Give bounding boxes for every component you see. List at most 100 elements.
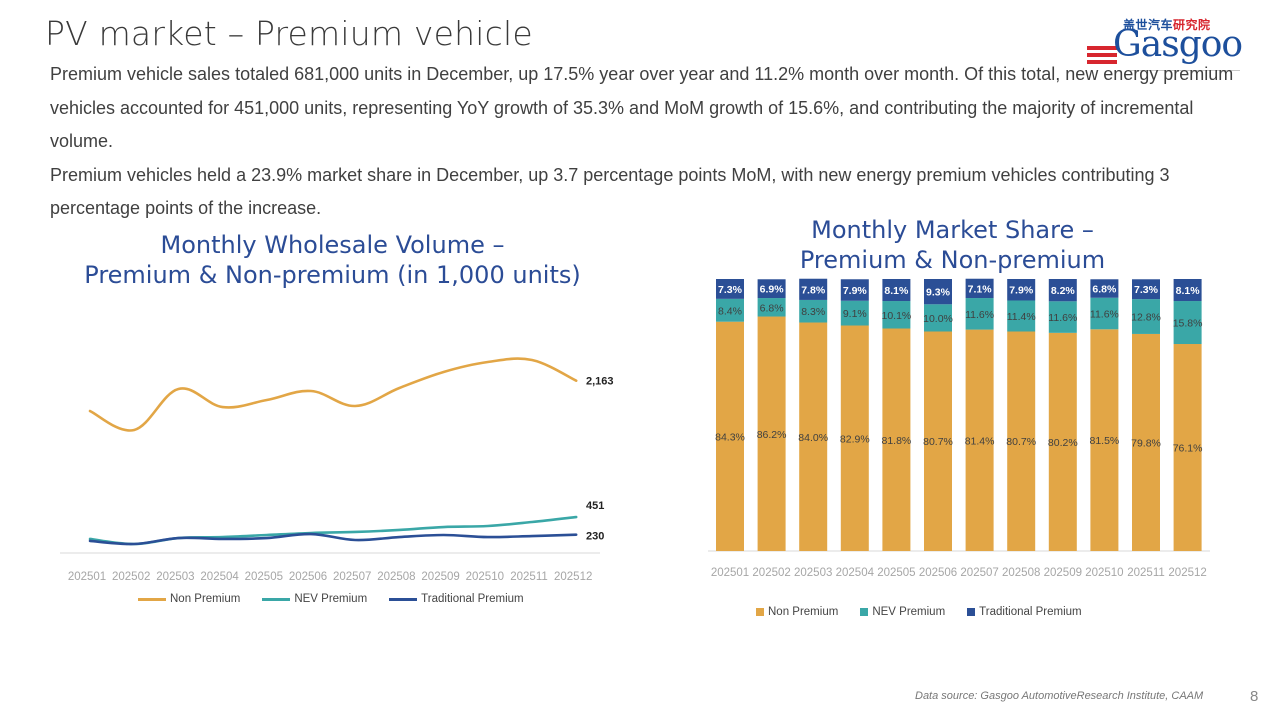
legend-item-traditional-premium: Traditional Premium — [967, 606, 1082, 618]
page-number: 8 — [1250, 688, 1259, 705]
bar-segment-nev-premium — [1007, 300, 1036, 332]
x-tick-label: 202506 — [289, 571, 327, 583]
end-data-label: 2,163 — [586, 376, 614, 388]
bar-segment-nev-premium — [1048, 301, 1077, 333]
bar-data-label: 82.9% — [840, 433, 870, 445]
bar-segment-nev-premium — [716, 298, 744, 322]
bar-segment-nev-premium — [882, 301, 911, 329]
bar-segment-non-premium — [1048, 332, 1077, 551]
header-divider — [1130, 70, 1240, 71]
x-tick-label: 202505 — [877, 567, 915, 579]
x-tick-label: 202509 — [421, 571, 459, 583]
end-data-label: 230 — [586, 531, 604, 543]
bar-segment-non-premium — [1132, 333, 1160, 551]
line-chart-title-line1: Monthly Wholesale Volume – — [160, 231, 505, 259]
logo-chinese-text: 盖世汽车研究院 — [1123, 16, 1211, 33]
x-tick-label: 202511 — [1127, 567, 1165, 579]
legend-label: NEV Premium — [294, 593, 368, 605]
bar-data-label: 11.6% — [1048, 312, 1077, 324]
bar-data-label: 12.8% — [1131, 312, 1161, 324]
logo-letter: G — [1113, 24, 1142, 65]
x-tick-label: 202511 — [510, 571, 548, 583]
bar-data-label: 79.8% — [1131, 437, 1161, 449]
x-tick-label: 202503 — [156, 571, 194, 583]
bar-data-label: 76.1% — [1173, 443, 1203, 455]
x-tick-label: 202502 — [752, 567, 790, 579]
legend-item-non-premium: Non Premium — [756, 606, 838, 618]
bar-data-label: 9.1% — [843, 308, 867, 320]
bar-data-label: 6.9% — [760, 284, 785, 296]
logo-stripes-icon — [1087, 46, 1117, 67]
bar-data-label: 81.8% — [882, 435, 912, 447]
bar-data-label: 7.1% — [968, 283, 993, 295]
bar-segment-traditional-premium — [716, 279, 744, 299]
bar-segment-non-premium — [799, 322, 828, 551]
legend-item-traditional-premium: Traditional Premium — [389, 593, 524, 605]
bar-segment-nev-premium — [1132, 299, 1160, 334]
bar-segment-traditional-premium — [1048, 279, 1077, 302]
x-tick-label: 202512 — [554, 571, 592, 583]
x-tick-label: 202507 — [333, 571, 371, 583]
bar-segment-traditional-premium — [840, 279, 869, 301]
bar-segment-traditional-premium — [799, 278, 828, 300]
bar-data-label: 6.8% — [760, 302, 784, 314]
line-chart-legend: Non Premium NEV Premium Traditional Prem… — [138, 593, 524, 605]
bar-data-label: 84.0% — [798, 432, 828, 444]
x-tick-label: 202507 — [960, 567, 998, 579]
x-tick-label: 202508 — [1002, 567, 1040, 579]
bar-segment-traditional-premium — [1173, 279, 1202, 302]
bar-segment-nev-premium — [799, 299, 828, 323]
bar-segment-traditional-premium — [1007, 279, 1036, 301]
bar-segment-nev-premium — [924, 304, 952, 332]
x-tick-label: 202501 — [68, 571, 106, 583]
bar-data-label: 7.3% — [718, 284, 743, 296]
bar-data-label: 81.5% — [1090, 435, 1120, 447]
bar-segment-traditional-premium — [1090, 279, 1119, 298]
x-tick-label: 202504 — [200, 571, 239, 583]
bar-data-label: 7.8% — [801, 284, 826, 296]
logo-word: asgoo — [1140, 24, 1243, 65]
series-line-traditional-premium — [88, 532, 578, 546]
legend-label: Traditional Premium — [979, 606, 1082, 618]
bar-segment-nev-premium — [840, 300, 869, 326]
summary-text: Premium vehicle sales totaled 681,000 un… — [50, 58, 1255, 226]
bar-segment-traditional-premium — [882, 279, 911, 302]
legend-label: Non Premium — [170, 593, 241, 605]
x-tick-label: 202506 — [919, 567, 957, 579]
bar-chart-title: Monthly Market Share – Premium & Non-pre… — [730, 215, 1175, 275]
line-chart-title: Monthly Wholesale Volume – Premium & Non… — [60, 230, 605, 290]
bar-data-label: 6.8% — [1092, 284, 1117, 296]
bar-data-label: 10.1% — [882, 310, 912, 322]
bar-data-label: 7.9% — [1009, 285, 1034, 297]
bar-data-label: 86.2% — [757, 429, 787, 441]
x-tick-label: 202501 — [711, 567, 749, 579]
bar-data-label: 84.3% — [715, 431, 745, 443]
bar-chart: 84.3% 8.4% 7.3% 202501 86.2% 6.8% 6.9% 202502 84… — [708, 278, 1210, 579]
bar-segment-non-premium — [757, 316, 786, 551]
bar-segment-traditional-premium — [1132, 279, 1160, 300]
summary-paragraph-1: Premium vehicle sales totaled 681,000 un… — [50, 64, 1234, 151]
line-chart: 2,163 451 230 202501 202502 202503 202504 20250… — [60, 357, 614, 583]
bar-segment-traditional-premium — [757, 279, 786, 299]
bar-data-label: 8.2% — [1051, 285, 1076, 297]
bar-segment-nev-premium — [1173, 301, 1202, 345]
bar-segment-traditional-premium — [924, 279, 952, 305]
legend-item-nev-premium: NEV Premium — [860, 606, 945, 618]
x-tick-label: 202509 — [1044, 567, 1082, 579]
bar-segment-non-premium — [1007, 331, 1036, 551]
x-tick-label: 202510 — [1085, 567, 1123, 579]
legend-swatch-nev-premium — [860, 608, 869, 616]
legend-line-traditional-premium — [389, 597, 418, 601]
series-line-non-premium — [88, 357, 578, 432]
legend-line-non-premium — [138, 597, 166, 601]
logo-cn-red: 研究院 — [1173, 18, 1211, 32]
bar-segment-nev-premium — [1090, 297, 1119, 330]
x-tick-label: 202502 — [112, 571, 150, 583]
logo-cn-blue: 盖世汽车 — [1123, 18, 1174, 32]
line-chart-title-line2: Premium & Non-premium (in 1,000 units) — [84, 261, 581, 289]
legend-item-non-premium: Non Premium — [138, 593, 240, 605]
bar-segment-non-premium — [882, 328, 911, 551]
bar-data-label: 80.7% — [1006, 436, 1036, 448]
bar-segment-traditional-premium — [965, 278, 994, 299]
bar-data-label: 80.2% — [1048, 437, 1078, 449]
